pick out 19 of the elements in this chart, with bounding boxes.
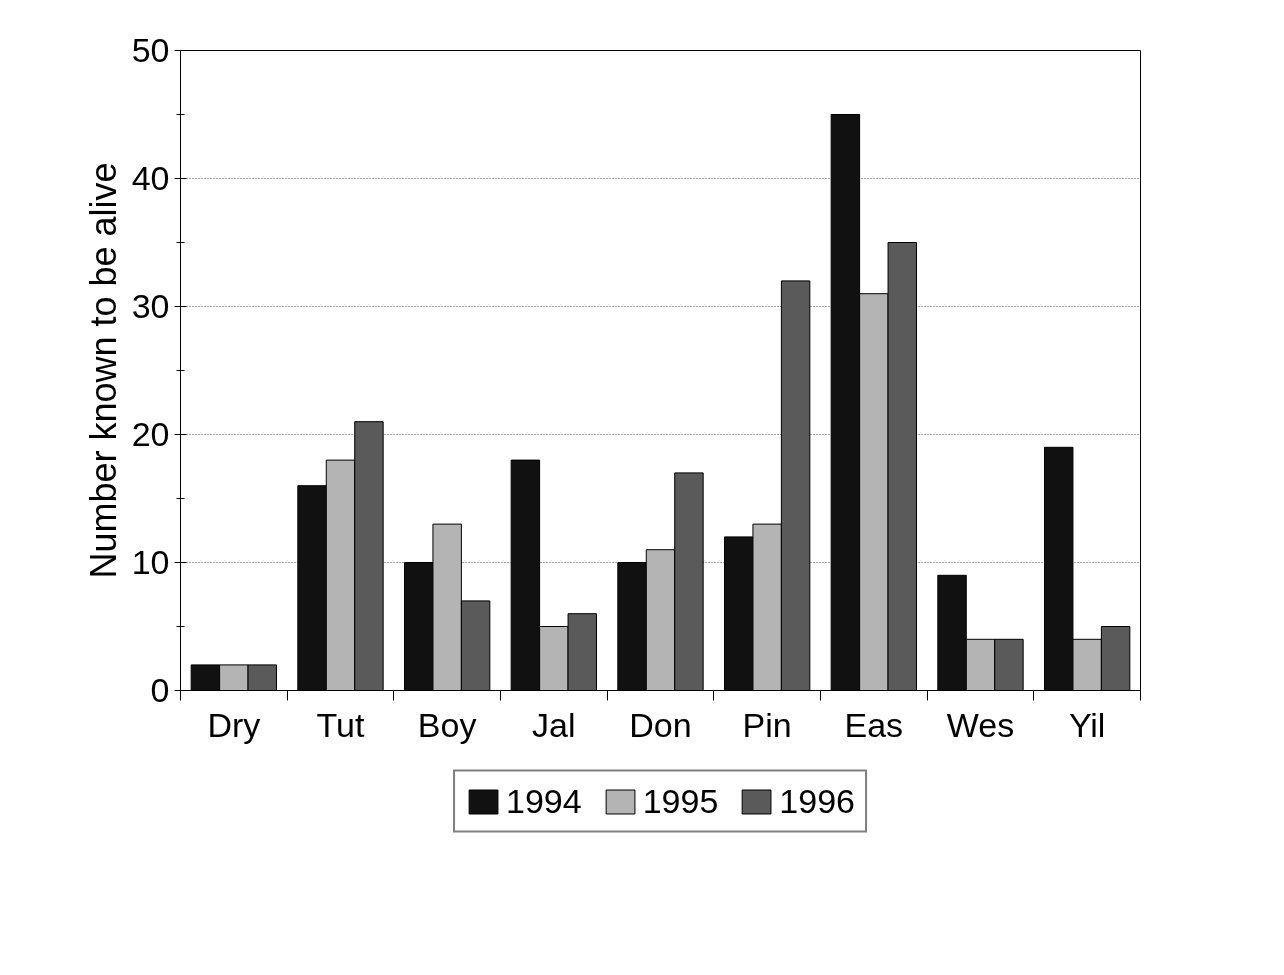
y-tick-label: 50 bbox=[131, 31, 170, 69]
y-axis-title: Number known to be alive bbox=[82, 162, 124, 579]
y-tick-label: 10 bbox=[131, 543, 170, 581]
legend-label: 1996 bbox=[779, 781, 855, 821]
legend-label: 1994 bbox=[506, 781, 582, 821]
y-tick-label: 0 bbox=[150, 671, 170, 709]
x-tick-label: Don bbox=[629, 705, 692, 744]
x-tick-label: Tut bbox=[316, 705, 365, 744]
x-tick-label: Jal bbox=[532, 705, 576, 744]
y-tick-label: 20 bbox=[131, 415, 170, 453]
x-tick-label: Dry bbox=[207, 705, 261, 744]
legend-label: 1995 bbox=[642, 781, 719, 821]
y-tick-label: 40 bbox=[131, 159, 170, 197]
x-tick-label: Wes bbox=[946, 705, 1015, 744]
x-tick-label: Pin bbox=[742, 705, 792, 744]
y-tick-label: 30 bbox=[131, 287, 170, 325]
x-tick-label: Boy bbox=[417, 705, 477, 744]
x-tick-label: Yil bbox=[1068, 705, 1106, 744]
x-tick-label: Eas bbox=[844, 705, 904, 744]
